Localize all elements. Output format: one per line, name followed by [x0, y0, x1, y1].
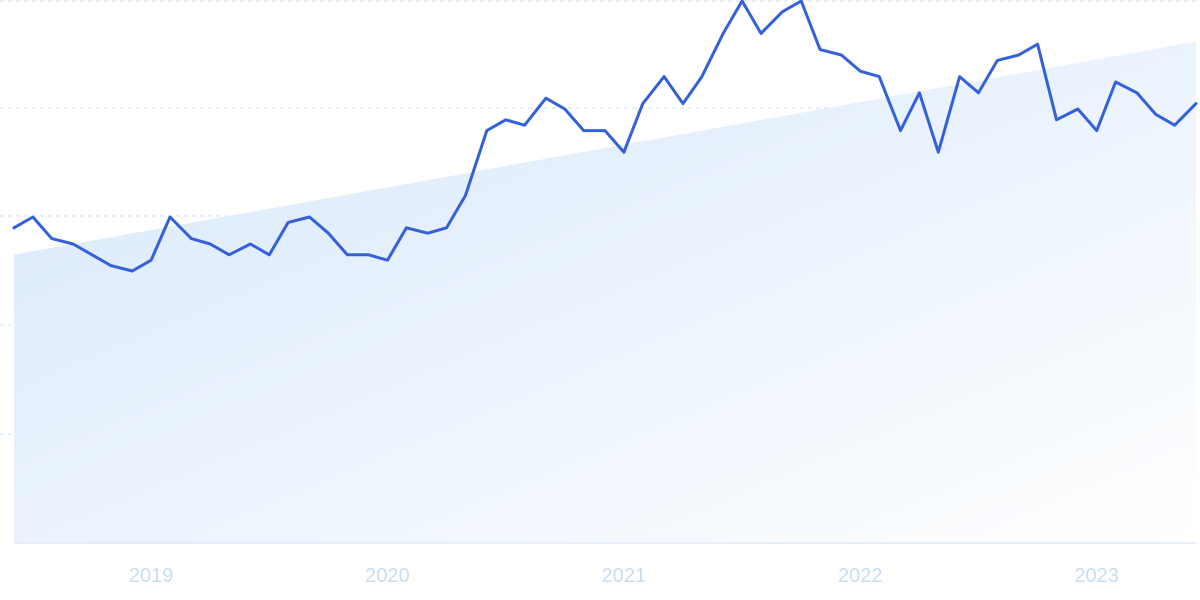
x-tick-label-2021: 2021: [602, 565, 647, 587]
x-tick-label-2023: 2023: [1074, 565, 1119, 587]
trend-area-layer: [14, 41, 1196, 543]
series-line-layer: [12, 0, 1198, 273]
trend-area: [14, 41, 1196, 543]
x-tick-label-2020: 2020: [365, 565, 410, 587]
x-tick-label-2019: 2019: [129, 565, 174, 587]
x-axis-tick-labels: 2019 2020 2021 2022 2023: [129, 565, 1119, 587]
x-tick-label-2022: 2022: [838, 565, 883, 587]
